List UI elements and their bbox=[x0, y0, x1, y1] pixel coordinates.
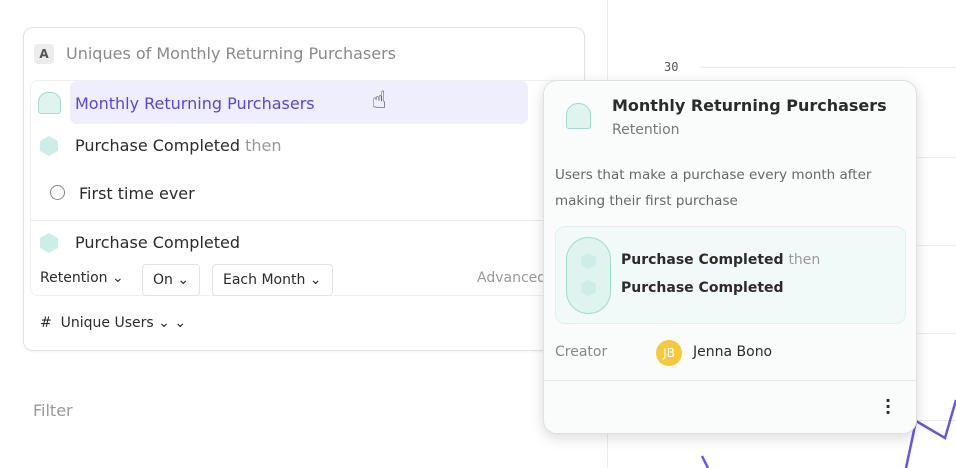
chevron-down-icon: ⌄ bbox=[177, 272, 190, 288]
step1-event: Purchase Completed then bbox=[75, 136, 282, 155]
advanced-button[interactable]: Advanced bbox=[477, 270, 547, 286]
popover-step1: Purchase Completed then bbox=[621, 252, 821, 268]
hand-cursor-icon: ☝ bbox=[372, 86, 387, 114]
chevron-down-icon: ⌄ bbox=[111, 270, 124, 286]
series-line bbox=[904, 399, 956, 468]
steps-box bbox=[555, 226, 906, 324]
chevron-down-icon: ⌄ bbox=[309, 272, 322, 288]
query-letter-badge: A bbox=[34, 44, 54, 64]
creator-label: Creator bbox=[555, 344, 608, 360]
popover-type: Retention bbox=[612, 122, 680, 138]
on-dropdown[interactable]: On ⌄ bbox=[142, 264, 201, 296]
more-options-icon[interactable]: · · · bbox=[884, 391, 892, 422]
y-tick-label: 30 bbox=[664, 60, 679, 74]
event-icon bbox=[581, 253, 596, 269]
avatar: JB bbox=[656, 340, 682, 366]
popover-description: Users that make a purchase every month a… bbox=[555, 167, 872, 209]
popover-step2: Purchase Completed bbox=[621, 280, 784, 296]
series-line bbox=[700, 455, 710, 468]
measure-dropdown[interactable]: # Unique Users ⌄ ⌄ bbox=[40, 315, 187, 331]
selected-behavior-highlight[interactable] bbox=[70, 81, 528, 124]
each-month-dropdown[interactable]: Each Month ⌄ bbox=[212, 264, 333, 296]
filter-label[interactable]: Filter bbox=[33, 401, 73, 420]
saved-behavior-icon bbox=[566, 103, 591, 129]
behavior-name[interactable]: Monthly Returning Purchasers bbox=[75, 94, 315, 113]
event-icon bbox=[40, 136, 58, 156]
step2-event[interactable]: Purchase Completed bbox=[75, 233, 241, 252]
gridline bbox=[700, 67, 956, 68]
retention-dropdown[interactable]: Retention ⌄ bbox=[40, 270, 124, 286]
divider bbox=[30, 220, 585, 221]
event-icon bbox=[40, 233, 58, 253]
query-title[interactable]: Uniques of Monthly Returning Purchasers bbox=[66, 44, 397, 63]
clock-icon bbox=[50, 185, 65, 200]
time-window[interactable]: First time ever bbox=[79, 184, 195, 203]
saved-behavior-icon bbox=[38, 92, 61, 114]
creator-name: Jenna Bono bbox=[693, 344, 773, 360]
popover-title: Monthly Returning Purchasers bbox=[612, 96, 887, 115]
event-icon bbox=[581, 280, 596, 296]
steps-pill bbox=[566, 237, 611, 314]
chevron-down-icon: ⌄ ⌄ bbox=[158, 315, 187, 331]
divider bbox=[544, 380, 916, 381]
